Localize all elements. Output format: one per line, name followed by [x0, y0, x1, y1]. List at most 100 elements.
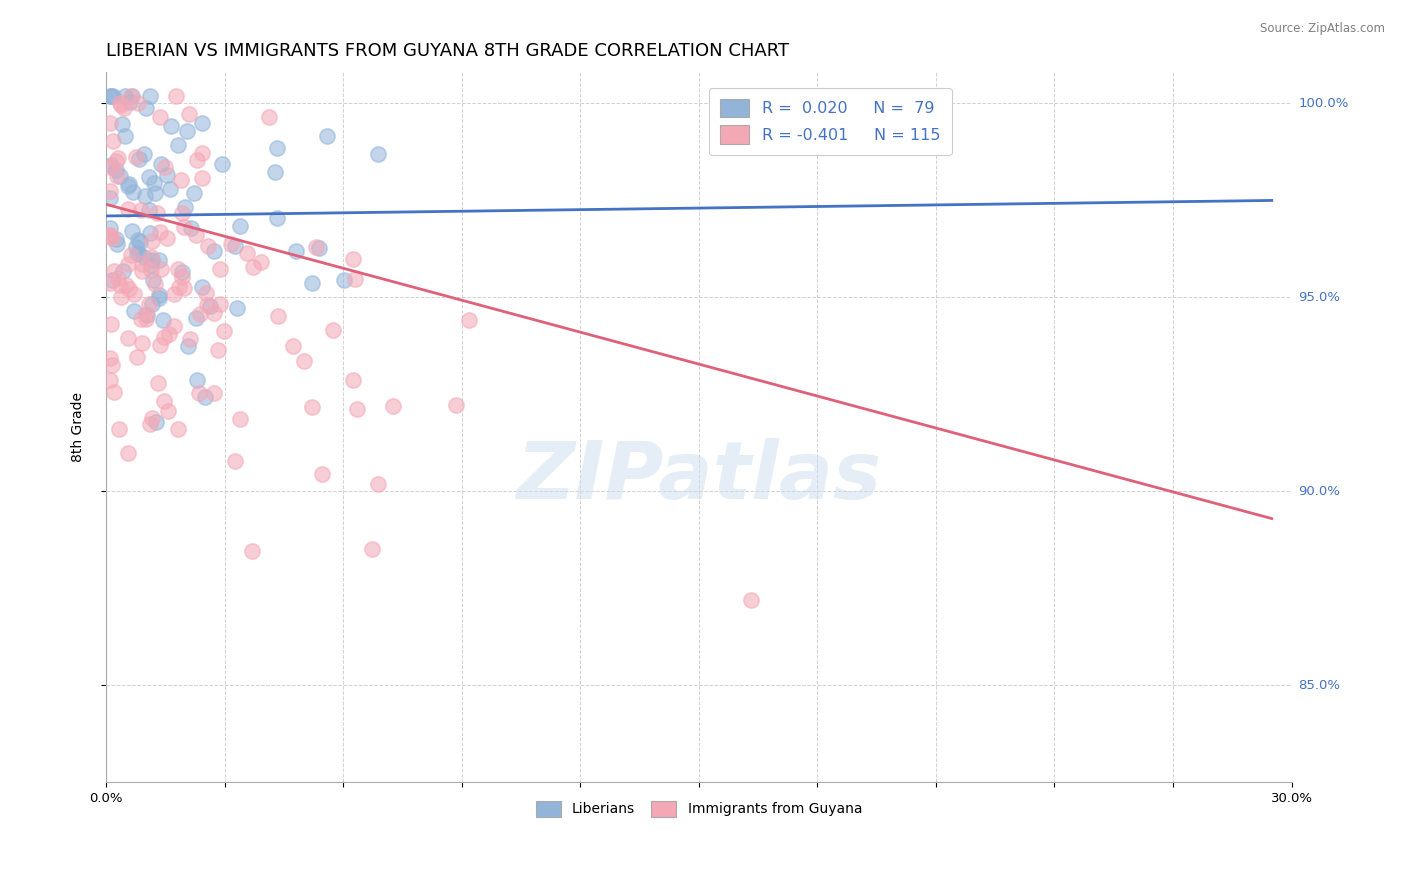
Point	[167, 422, 190, 436]
Point	[139, 258, 162, 272]
Point	[209, 261, 232, 276]
Point	[101, 88, 124, 103]
Point	[160, 119, 183, 133]
Point	[139, 417, 162, 432]
Text: 95.0%: 95.0%	[1299, 291, 1340, 304]
Point	[195, 298, 218, 312]
Point	[127, 233, 149, 247]
Point	[344, 271, 367, 285]
Point	[342, 252, 364, 266]
Point	[153, 393, 176, 408]
Point	[114, 129, 136, 144]
Point	[169, 173, 191, 187]
Point	[143, 186, 166, 200]
Point	[105, 169, 128, 184]
Point	[224, 454, 246, 468]
Point	[308, 241, 330, 255]
Point	[197, 239, 219, 253]
Point	[117, 178, 139, 193]
Point	[159, 327, 181, 342]
Point	[191, 280, 214, 294]
Point	[179, 332, 201, 346]
Point	[236, 245, 259, 260]
Point	[98, 229, 121, 244]
Point	[98, 160, 121, 174]
Point	[107, 152, 129, 166]
Point	[141, 234, 163, 248]
Text: ZIPatlas: ZIPatlas	[516, 438, 882, 516]
Text: 85.0%: 85.0%	[1299, 679, 1340, 692]
Point	[128, 152, 150, 166]
Point	[120, 88, 142, 103]
Point	[129, 311, 152, 326]
Point	[194, 390, 217, 404]
Point	[211, 157, 233, 171]
Point	[129, 202, 152, 217]
Point	[212, 324, 235, 338]
Point	[367, 476, 389, 491]
Point	[316, 129, 339, 144]
Point	[149, 225, 172, 239]
Point	[141, 253, 163, 268]
Point	[159, 182, 181, 196]
Point	[98, 191, 121, 205]
Point	[131, 335, 153, 350]
Point	[167, 280, 190, 294]
Point	[111, 117, 134, 131]
Point	[240, 544, 263, 558]
Point	[121, 88, 143, 103]
Point	[143, 176, 166, 190]
Point	[166, 137, 188, 152]
Point	[145, 415, 167, 429]
Point	[131, 264, 153, 278]
Point	[125, 240, 148, 254]
Point	[166, 261, 188, 276]
Point	[163, 318, 186, 333]
Point	[257, 110, 280, 124]
Point	[107, 270, 129, 285]
Point	[135, 311, 157, 326]
Point	[121, 224, 143, 238]
Point	[207, 343, 229, 357]
Point	[148, 291, 170, 305]
Point	[242, 260, 264, 274]
Point	[172, 270, 194, 285]
Point	[98, 88, 121, 103]
Point	[172, 206, 194, 220]
Point	[114, 88, 136, 103]
Point	[120, 95, 142, 109]
Point	[152, 313, 174, 327]
Point	[146, 206, 169, 220]
Text: Source: ZipAtlas.com: Source: ZipAtlas.com	[1260, 22, 1385, 36]
Point	[311, 467, 333, 481]
Point	[105, 237, 128, 252]
Point	[110, 169, 132, 183]
Point	[117, 330, 139, 344]
Point	[138, 297, 160, 311]
Point	[180, 221, 202, 235]
Point	[108, 95, 131, 110]
Point	[132, 147, 155, 161]
Point	[195, 285, 218, 300]
Point	[122, 185, 145, 199]
Point	[202, 385, 225, 400]
Point	[101, 231, 124, 245]
Point	[98, 351, 121, 366]
Point	[148, 288, 170, 302]
Point	[141, 297, 163, 311]
Point	[153, 330, 176, 344]
Point	[122, 304, 145, 318]
Text: 90.0%: 90.0%	[1299, 485, 1340, 498]
Point	[103, 384, 125, 399]
Point	[98, 184, 121, 198]
Point	[118, 282, 141, 296]
Point	[143, 277, 166, 292]
Point	[458, 313, 481, 327]
Point	[103, 264, 125, 278]
Point	[149, 111, 172, 125]
Point	[129, 235, 152, 249]
Point	[125, 149, 148, 163]
Point	[110, 98, 132, 112]
Point	[301, 276, 323, 290]
Point	[148, 253, 170, 268]
